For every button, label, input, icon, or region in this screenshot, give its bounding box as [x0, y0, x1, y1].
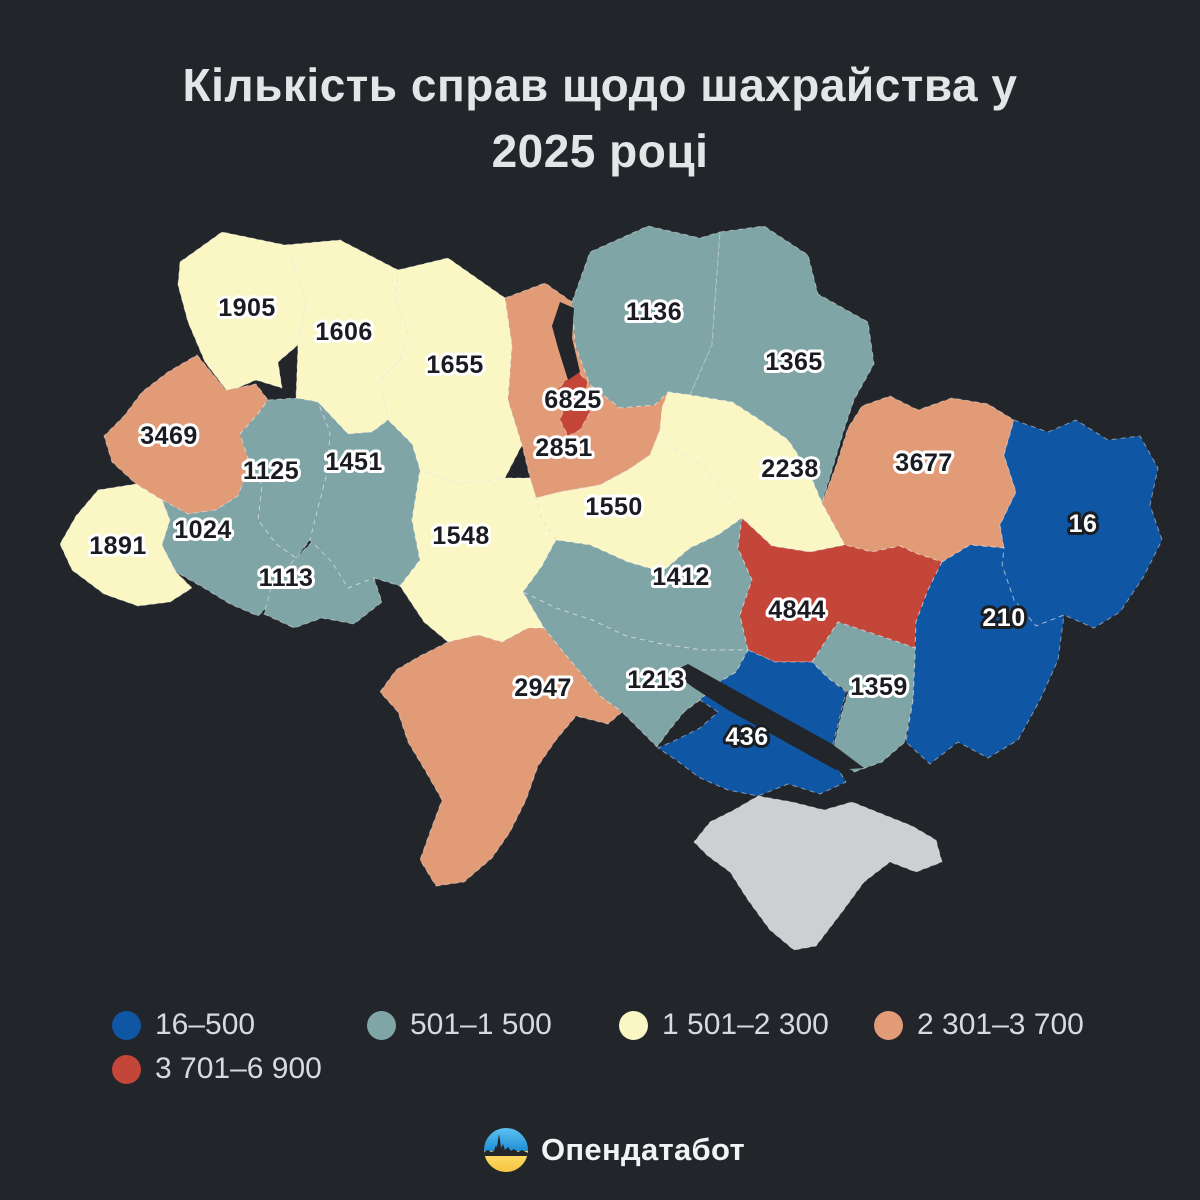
region-sumy — [689, 225, 875, 504]
legend-dot-yellow — [619, 1010, 648, 1040]
legend-dot-blue — [112, 1010, 141, 1040]
legend-dot-teal — [367, 1010, 396, 1040]
legend-item-bin5: 3 701–6 900 — [112, 1052, 322, 1086]
region-label-cherkasy: 1550 — [585, 493, 643, 521]
kyiv-reservoir-water — [552, 302, 580, 380]
region-kyiv-city — [555, 371, 591, 437]
region-label-zhytomyr: 1655 — [426, 351, 484, 379]
region-label-volyn: 1905 — [218, 294, 276, 322]
brand-footer: Опендатабот — [484, 1126, 745, 1174]
region-chernivtsi — [263, 541, 383, 629]
region-label-kharkiv: 3677 — [895, 449, 953, 477]
region-label-rivne: 1606 — [315, 318, 373, 346]
region-zaporizhzhia — [811, 621, 916, 773]
region-mykolaiv — [522, 591, 749, 748]
region-vinnytsia — [399, 469, 557, 643]
legend-label: 3 701–6 900 — [155, 1052, 322, 1085]
water-overlays — [552, 302, 864, 770]
region-poltava — [659, 391, 846, 553]
opendatabot-logo-icon — [484, 1128, 528, 1172]
region-kharkiv — [821, 395, 1017, 563]
brand-name: Опендатабот — [541, 1132, 745, 1167]
legend-label: 501–1 500 — [410, 1008, 552, 1041]
legend-dot-red — [112, 1054, 141, 1084]
region-ivano-frankivsk — [161, 463, 297, 617]
region-label-kherson: 436 — [725, 723, 768, 751]
region-label-donetsk: 210 — [982, 604, 1025, 632]
region-label-lviv: 3469 — [140, 422, 198, 450]
region-label-ivano-frankivsk: 1024 — [174, 516, 232, 544]
region-label-dnipropetrovsk: 4844 — [768, 596, 826, 624]
page-title: Кількість справ щодо шахрайства у 2025 р… — [182, 59, 1018, 177]
region-ternopil — [239, 397, 331, 559]
region-label-luhansk: 16 — [1069, 510, 1098, 538]
region-label-vinnytsia: 1548 — [432, 522, 490, 550]
region-label-odesa: 2947 — [514, 674, 572, 702]
legend-label: 16–500 — [155, 1008, 256, 1041]
region-label-kirovohrad: 1412 — [652, 563, 710, 591]
legend-item-bin3: 1 501–2 300 — [619, 1008, 829, 1042]
region-label-sumy: 1365 — [765, 348, 823, 376]
legend-item-bin1: 16–500 — [112, 1008, 255, 1042]
region-label-chernivtsi: 1113 — [259, 564, 314, 592]
region-odesa — [379, 627, 623, 887]
region-label-ternopil: 1125 — [243, 457, 299, 485]
region-label-zaporizhzhia: 1359 — [850, 673, 908, 701]
region-label-chernihiv: 1136 — [626, 298, 682, 326]
region-label-mykolaiv: 1213 — [627, 666, 685, 694]
map-regions — [59, 225, 1163, 951]
legend-item-bin4: 2 301–3 700 — [874, 1008, 1084, 1042]
region-label-kyiv-oblast: 2851 — [535, 434, 593, 462]
region-label-poltava: 2238 — [761, 455, 819, 483]
legend-label: 2 301–3 700 — [917, 1008, 1084, 1041]
legend-item-bin2: 501–1 500 — [367, 1008, 552, 1042]
legend-dot-orange — [874, 1010, 903, 1040]
legend-label: 1 501–2 300 — [662, 1008, 829, 1041]
region-chernihiv — [571, 225, 721, 409]
region-labels: 1905 1606 1655 1136 1365 2851 6825 3469 1125 1451… — [86, 291, 1100, 754]
region-crimea — [693, 795, 943, 951]
region-label-khmelnytskyi: 1451 — [325, 448, 383, 476]
region-label-kyiv-city: 6825 — [544, 386, 602, 414]
region-luhansk — [999, 419, 1163, 629]
dnipro-river-water — [672, 664, 864, 770]
region-label-zakarpattia: 1891 — [89, 532, 147, 560]
